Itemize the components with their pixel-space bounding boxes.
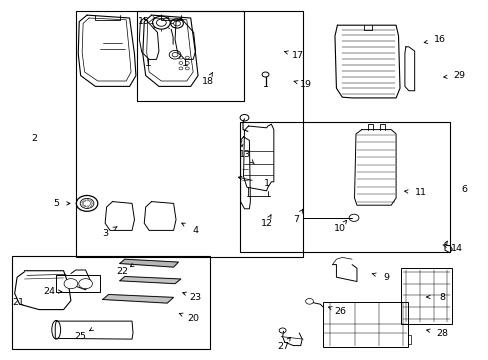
Text: 29: 29: [453, 71, 465, 80]
Text: 8: 8: [439, 292, 445, 302]
Bar: [12, 256, 210, 349]
Text: 3: 3: [102, 230, 108, 239]
Text: 17: 17: [292, 51, 304, 60]
Text: 20: 20: [187, 314, 199, 323]
Circle shape: [185, 62, 189, 64]
Polygon shape: [120, 276, 181, 284]
Text: 12: 12: [260, 219, 272, 228]
Circle shape: [179, 56, 183, 59]
Text: 16: 16: [433, 35, 445, 44]
Circle shape: [185, 67, 189, 70]
Text: 6: 6: [461, 184, 467, 194]
Polygon shape: [120, 259, 178, 267]
Text: 1: 1: [263, 179, 269, 188]
Circle shape: [179, 67, 183, 70]
Circle shape: [262, 72, 268, 77]
Bar: [76, 11, 303, 257]
Text: 14: 14: [450, 244, 462, 253]
Circle shape: [89, 205, 91, 206]
Text: 7: 7: [292, 215, 298, 224]
Circle shape: [64, 279, 78, 289]
Circle shape: [179, 62, 183, 64]
Text: 26: 26: [333, 307, 345, 316]
Circle shape: [87, 199, 89, 201]
Text: 27: 27: [277, 342, 289, 351]
Polygon shape: [102, 294, 173, 303]
Circle shape: [87, 206, 89, 207]
Text: 18: 18: [202, 77, 213, 85]
Text: 23: 23: [189, 292, 201, 302]
Text: 4: 4: [192, 226, 198, 235]
Text: 24: 24: [43, 287, 55, 296]
Text: 13: 13: [238, 150, 250, 159]
Bar: [137, 11, 244, 101]
Circle shape: [82, 204, 84, 205]
Text: 2: 2: [31, 134, 37, 143]
Text: 25: 25: [75, 332, 86, 341]
Circle shape: [89, 201, 91, 202]
Circle shape: [185, 56, 189, 59]
Text: 28: 28: [436, 328, 447, 338]
Circle shape: [305, 298, 313, 304]
Text: 11: 11: [414, 188, 426, 197]
Circle shape: [84, 206, 85, 207]
Bar: [400, 268, 451, 324]
Text: 5: 5: [53, 199, 59, 208]
Text: 10: 10: [333, 224, 345, 233]
Circle shape: [79, 279, 92, 289]
Bar: [322, 302, 407, 347]
Text: 19: 19: [299, 80, 311, 89]
Circle shape: [82, 202, 84, 203]
Text: 15: 15: [138, 17, 150, 26]
Text: 9: 9: [383, 273, 388, 282]
Bar: [56, 275, 100, 292]
Circle shape: [84, 200, 85, 201]
Text: 21: 21: [13, 298, 24, 307]
Circle shape: [90, 203, 92, 204]
Bar: [239, 122, 449, 252]
Text: 22: 22: [116, 267, 128, 276]
